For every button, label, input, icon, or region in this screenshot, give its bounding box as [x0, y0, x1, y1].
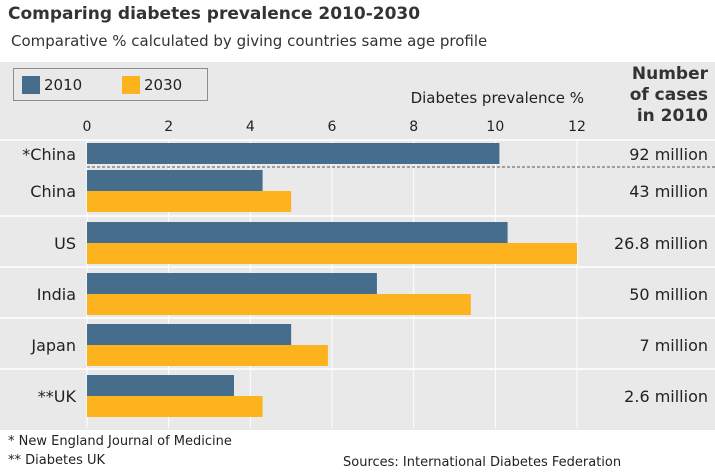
x-tick-label: 12: [568, 119, 586, 135]
bar-2010-1: [87, 170, 263, 191]
category-label: **UK: [38, 387, 77, 406]
x-tick-label: 8: [409, 119, 418, 135]
cases-value: 43 million: [629, 182, 708, 201]
cases-value: 7 million: [639, 336, 708, 355]
category-label: *China: [22, 145, 76, 164]
tick-layer: 0 2 4 6 8 10 12: [83, 119, 586, 135]
bar-2010-0: [87, 143, 500, 164]
bar-2010-2: [87, 222, 508, 243]
bar-2010-5: [87, 375, 234, 396]
x-tick-label: 10: [486, 119, 504, 135]
legend-swatch-2030: [122, 76, 140, 94]
x-tick-label: 4: [246, 119, 255, 135]
footnote-2: ** Diabetes UK: [8, 453, 106, 468]
chart-title: Comparing diabetes prevalence 2010-2030: [8, 4, 421, 24]
bar-layer: [87, 143, 577, 417]
cases-header-line-3: in 2010: [636, 106, 708, 126]
category-label: Japan: [30, 336, 76, 355]
cases-value: 26.8 million: [614, 234, 708, 253]
chart-subtitle: Comparative % calculated by giving count…: [11, 32, 488, 50]
source-note: Sources: International Diabetes Federati…: [343, 455, 622, 470]
legend-label-2030: 2030: [144, 76, 183, 94]
category-label: China: [30, 182, 76, 201]
legend: 2010 2030: [13, 68, 208, 101]
cases-header: Number of cases in 2010: [596, 64, 708, 127]
bar-2030-2: [87, 243, 577, 264]
footnote-1: * New England Journal of Medicine: [8, 434, 232, 449]
cases-header-line-2: of cases: [629, 85, 708, 105]
x-axis-label: Diabetes prevalence %: [410, 89, 584, 107]
label-layer: *China 92 million China 43 million US 26.8 mi…: [22, 145, 708, 406]
bar-2010-4: [87, 324, 292, 345]
cases-value: 92 million: [629, 145, 708, 164]
x-tick-label: 2: [164, 119, 173, 135]
cases-value: 50 million: [629, 285, 708, 304]
legend-label-2010: 2010: [44, 76, 83, 94]
x-tick-label: 6: [328, 119, 337, 135]
cases-header-line-1: Number: [631, 64, 708, 84]
cases-value: 2.6 million: [624, 387, 708, 406]
category-label: India: [37, 285, 76, 304]
bar-2030-5: [87, 396, 263, 417]
bar-2030-3: [87, 294, 471, 315]
legend-swatch-2010: [22, 76, 40, 94]
category-label: US: [54, 234, 76, 253]
x-tick-label: 0: [83, 119, 92, 135]
bar-2030-1: [87, 191, 292, 212]
bar-2010-3: [87, 273, 377, 294]
bar-2030-4: [87, 345, 328, 366]
